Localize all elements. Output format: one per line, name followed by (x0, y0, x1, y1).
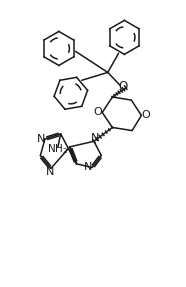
Text: N: N (46, 167, 54, 177)
Text: NH$_2$: NH$_2$ (47, 142, 68, 156)
Text: O: O (141, 110, 150, 121)
Text: N: N (84, 162, 92, 172)
Text: O: O (94, 108, 102, 117)
Text: O: O (119, 80, 128, 93)
Text: N: N (91, 133, 99, 143)
Text: N: N (37, 134, 45, 144)
